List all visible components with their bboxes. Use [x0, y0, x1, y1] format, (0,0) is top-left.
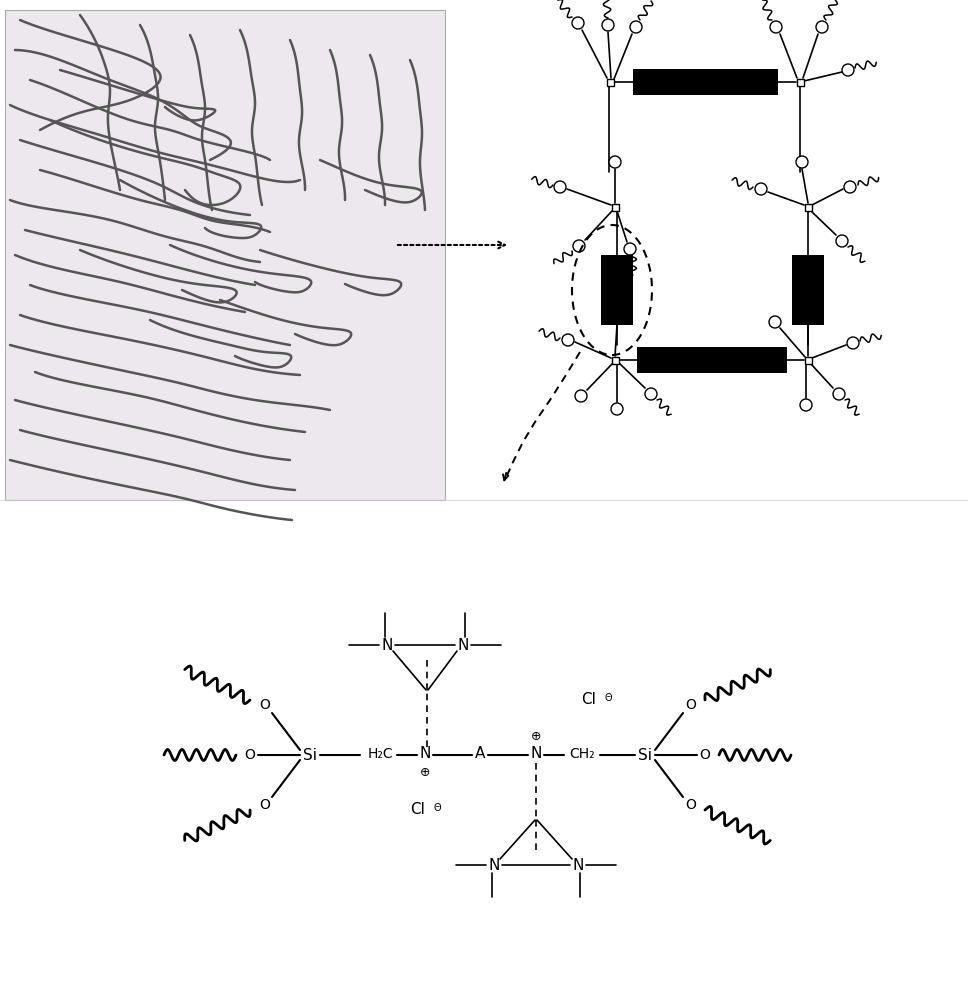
Text: Si: Si	[638, 748, 652, 762]
Bar	[792, 255, 824, 325]
Circle shape	[562, 334, 574, 346]
Text: Cl: Cl	[581, 692, 596, 708]
Bar	[804, 357, 811, 363]
Text: O: O	[685, 698, 696, 712]
Circle shape	[755, 183, 767, 195]
Text: CH₂: CH₂	[569, 747, 594, 761]
Bar	[612, 357, 619, 363]
Circle shape	[575, 390, 587, 402]
Text: $^{\Theta}$: $^{\Theta}$	[604, 693, 614, 707]
Text: O: O	[685, 798, 696, 812]
FancyBboxPatch shape	[5, 10, 445, 500]
Circle shape	[816, 21, 828, 33]
Circle shape	[573, 240, 585, 252]
Text: N: N	[457, 638, 469, 652]
Text: $^{\Theta}$: $^{\Theta}$	[433, 803, 442, 817]
Circle shape	[847, 337, 859, 349]
Text: N: N	[572, 857, 584, 872]
Circle shape	[769, 316, 781, 328]
Circle shape	[611, 403, 623, 415]
Circle shape	[554, 181, 566, 193]
Text: Cl: Cl	[410, 802, 425, 818]
Text: A: A	[475, 746, 485, 762]
Text: Si: Si	[303, 748, 317, 762]
Text: N: N	[530, 746, 542, 762]
Bar	[632, 69, 777, 95]
Circle shape	[630, 21, 642, 33]
Text: N: N	[419, 746, 431, 762]
Circle shape	[624, 243, 636, 255]
Text: O: O	[700, 748, 711, 762]
Bar	[612, 204, 619, 211]
Bar	[601, 255, 633, 325]
Bar	[797, 79, 803, 86]
Text: N: N	[381, 638, 393, 652]
Circle shape	[796, 156, 808, 168]
Circle shape	[844, 181, 856, 193]
Text: ⊕: ⊕	[530, 730, 541, 744]
Text: N: N	[488, 857, 499, 872]
Circle shape	[770, 21, 782, 33]
Circle shape	[609, 156, 621, 168]
Circle shape	[572, 17, 584, 29]
Text: ⊕: ⊕	[420, 766, 430, 780]
Text: H₂C: H₂C	[367, 747, 393, 761]
Circle shape	[836, 235, 848, 247]
Circle shape	[833, 388, 845, 400]
Bar	[637, 347, 787, 373]
Circle shape	[645, 388, 657, 400]
Text: O: O	[259, 698, 270, 712]
Bar	[804, 204, 811, 211]
Bar	[607, 79, 614, 86]
Text: O: O	[245, 748, 256, 762]
Text: O: O	[259, 798, 270, 812]
Circle shape	[842, 64, 854, 76]
Circle shape	[800, 399, 812, 411]
Circle shape	[602, 19, 614, 31]
